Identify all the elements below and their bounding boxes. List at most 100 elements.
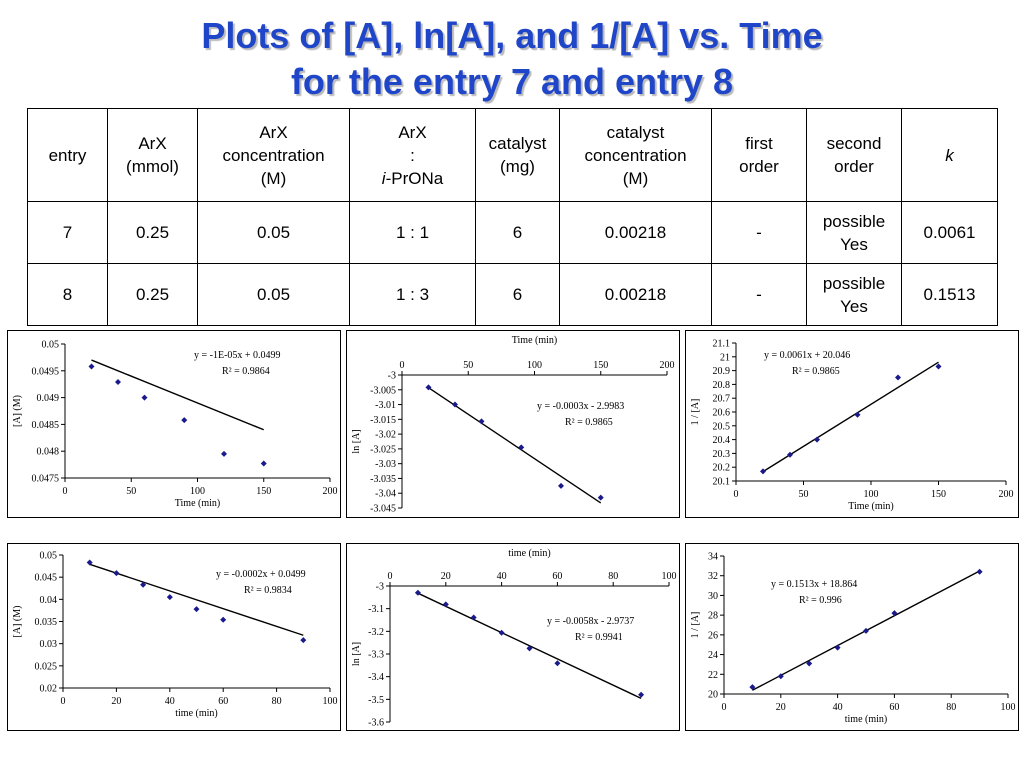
x-tick-label: 0 [722,702,727,713]
data-point [976,568,983,575]
table-cell: - [711,263,807,326]
x-tick-label: 0 [61,696,66,707]
data-point [863,627,869,634]
table-cell: 0.1513 [901,263,998,326]
x-tick-label: 150 [256,486,271,497]
data-point [166,594,173,601]
data-point [638,691,645,698]
header-entry: entry [27,108,108,202]
r-squared-label: R² = 0.996 [799,595,842,606]
y-tick-label: 20.9 [713,366,731,377]
data-point [854,411,861,418]
y-tick-label: -3.045 [370,504,396,515]
header-text: ArX [259,122,288,142]
table-row: 7 0.25 0.05 1 : 1 6 0.00218 - possible Y… [27,201,998,264]
table-cell: 0.00218 [559,201,712,264]
data-point [777,673,784,680]
data-point [113,570,120,577]
r-squared-label: R² = 0.9865 [792,366,840,377]
x-tick-label: 0 [400,360,405,371]
chart-entry8-inv: 20 22 24 26 28 30 32 34 0 20 40 60 80 100 time (min) 1 … [685,543,1019,731]
x-tick-label: 150 [593,360,608,371]
trendline [89,563,304,636]
data-point [478,418,485,425]
y-tick-label: -3.1 [368,604,384,615]
table-cell: 7 [27,201,108,264]
y-tick-label: 20.4 [713,435,731,446]
x-tick-label: 0 [734,489,739,500]
header-text: : [410,145,415,165]
y-tick-label: 30 [708,591,718,602]
x-tick-label: 100 [1001,702,1016,713]
table-row: 8 0.25 0.05 1 : 3 6 0.00218 - possible Y… [27,263,998,326]
table-cell: 0.05 [197,263,350,326]
table-cell: 1 : 3 [349,263,476,326]
y-axis-label: [A] (M) [12,606,23,638]
chart-svg: 0.0475 0.048 0.0485 0.049 0.0495 0.05 0 50 100 15… [12,340,338,510]
y-tick-label: -3.6 [368,718,384,729]
header-text: (mmol) [126,157,179,176]
x-tick-label: 200 [660,360,675,371]
y-tick-label: 20.5 [713,421,731,432]
x-axis-label: time (min) [845,714,888,725]
r-squared-label: R² = 0.9865 [565,417,613,428]
y-tick-label: 20.1 [713,477,731,488]
x-axis-label: time (min) [175,708,218,719]
y-tick-label: -3.5 [368,695,384,706]
header-text: ArX [398,122,427,142]
data-point [452,401,458,408]
x-tick-label: 100 [323,696,338,707]
header-text: order [834,157,874,176]
x-tick-label: 100 [864,489,879,500]
cell-text: possible [822,273,886,293]
data-point [181,417,188,424]
y-tick-label: -3.04 [375,489,396,500]
x-tick-label: 60 [552,571,562,582]
reaction-conditions-table: entry ArX (mmol) ArX concentration (M) A… [27,108,998,326]
x-tick-label: 150 [931,489,946,500]
header-arx-mmol: ArX (mmol) [107,108,198,202]
y-tick-label: 0.0495 [32,366,60,377]
data-point [220,616,227,623]
data-point [470,614,477,621]
table-cell: 0.25 [107,263,198,326]
header-text: second [826,134,882,153]
data-point [88,363,95,370]
data-point [518,444,525,451]
y-tick-label: -3.005 [370,385,396,396]
data-point [891,610,898,617]
data-point [300,637,307,644]
page-title-line-2: for the entry 7 and entry 8 [290,61,734,102]
y-tick-label: -3.01 [375,400,396,411]
header-text: concentration [584,145,687,165]
y-tick-label: 0.049 [37,393,60,404]
y-tick-label: 0.025 [35,661,58,672]
y-tick-label: 22 [708,670,718,681]
r-squared-label: R² = 0.9941 [575,632,623,643]
chart-svg: 20 22 24 26 28 30 32 34 0 20 40 60 80 100 time (min) 1 … [690,552,1016,726]
data-point [806,660,813,667]
header-text: ArX [138,134,167,153]
x-tick-label: 60 [889,702,899,713]
x-tick-label: 50 [126,486,136,497]
data-point [814,436,820,443]
y-tick-label: 21 [720,352,730,363]
y-axis-label: ln [A] [351,429,362,453]
x-tick-label: 20 [441,571,451,582]
data-point [414,589,421,596]
x-axis-label: Time (min) [512,335,557,346]
chart-svg: -3.045 -3.04 -3.035 -3.03 -3.025 -3.02 -3.015 -… [351,335,675,515]
y-tick-label: -3.025 [370,444,396,455]
y-tick-label: 0.0475 [32,474,60,485]
cell-text: Yes [840,296,868,316]
trendline [762,361,939,473]
x-tick-label: 60 [218,696,228,707]
data-point [260,460,267,467]
data-point [526,645,533,652]
x-axis-label: Time (min) [175,498,220,509]
y-tick-label: 0.045 [35,573,58,584]
y-tick-label: -3.035 [370,474,396,485]
y-tick-label: 21.1 [713,339,731,350]
table-cell: 6 [475,263,560,326]
y-tick-label: 20 [708,690,718,701]
